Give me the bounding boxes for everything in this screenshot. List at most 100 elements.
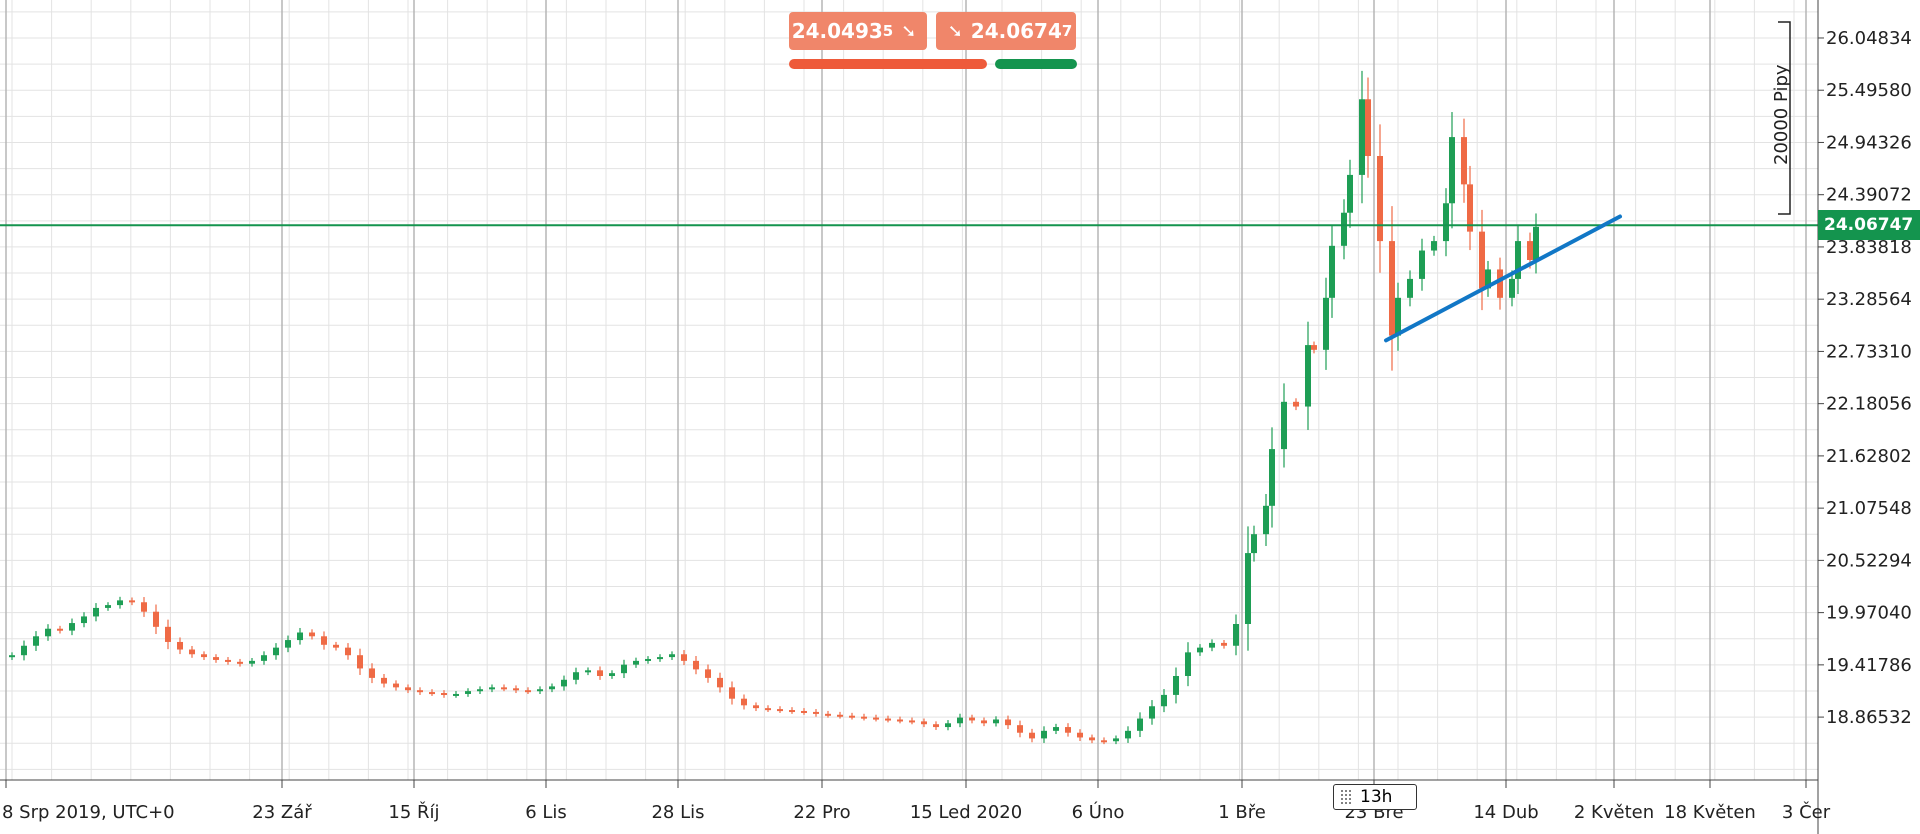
candle[interactable] [1005, 715, 1011, 730]
candle[interactable] [81, 612, 87, 628]
candle[interactable] [1263, 494, 1269, 546]
candle[interactable] [657, 654, 663, 662]
candle[interactable] [117, 596, 123, 609]
candle[interactable] [273, 643, 279, 660]
candle[interactable] [225, 657, 231, 665]
candle[interactable] [1461, 118, 1467, 203]
candle[interactable] [429, 689, 435, 696]
candle[interactable] [789, 707, 795, 714]
candle[interactable] [1113, 735, 1119, 745]
candle[interactable] [861, 713, 867, 721]
candle[interactable] [525, 687, 531, 695]
candle[interactable] [537, 686, 543, 695]
candle[interactable] [933, 721, 939, 730]
candle[interactable] [1509, 270, 1515, 307]
candle[interactable] [1449, 112, 1455, 229]
candle[interactable] [333, 641, 339, 651]
candle[interactable] [477, 686, 483, 695]
candle[interactable] [1041, 726, 1047, 743]
candle[interactable] [153, 604, 159, 635]
candle[interactable] [1017, 720, 1023, 738]
candle[interactable] [1359, 70, 1365, 204]
candle[interactable] [873, 714, 879, 722]
candle[interactable] [1077, 729, 1083, 741]
candle[interactable] [1485, 260, 1491, 297]
candle[interactable] [633, 657, 639, 668]
candle[interactable] [1431, 235, 1437, 256]
candle[interactable] [465, 688, 471, 697]
candle[interactable] [1389, 206, 1395, 371]
candle[interactable] [1323, 277, 1329, 370]
candle[interactable] [1419, 238, 1425, 291]
candle[interactable] [249, 657, 255, 667]
candle[interactable] [885, 715, 891, 723]
candle[interactable] [1443, 188, 1449, 257]
candle[interactable] [837, 711, 843, 719]
candle[interactable] [609, 670, 615, 679]
candle[interactable] [693, 656, 699, 675]
buy-quote-badge[interactable]: ➘ 24.0674 7 [936, 12, 1076, 50]
candle[interactable] [501, 684, 507, 692]
candle[interactable] [945, 720, 951, 731]
candle[interactable] [645, 656, 651, 664]
candle[interactable] [57, 625, 63, 634]
candle[interactable] [165, 619, 171, 650]
candle[interactable] [681, 650, 687, 666]
candle[interactable] [1251, 525, 1257, 562]
candle[interactable] [1365, 77, 1371, 178]
candle[interactable] [969, 714, 975, 724]
candle[interactable] [93, 603, 99, 622]
candle[interactable] [369, 663, 375, 684]
candle[interactable] [1197, 644, 1203, 656]
candle[interactable] [1533, 213, 1539, 274]
candle[interactable] [441, 690, 447, 698]
candle[interactable] [1185, 642, 1191, 687]
candle[interactable] [753, 702, 759, 712]
candle[interactable] [1221, 640, 1227, 649]
candle[interactable] [345, 643, 351, 660]
candle[interactable] [993, 716, 999, 727]
candle[interactable] [297, 627, 303, 645]
candle[interactable] [1233, 614, 1239, 656]
candle[interactable] [237, 658, 243, 667]
candle[interactable] [597, 666, 603, 680]
candle[interactable] [825, 710, 831, 718]
candle[interactable] [453, 691, 459, 698]
candle[interactable] [909, 717, 915, 725]
candle[interactable] [957, 713, 963, 728]
candle[interactable] [141, 597, 147, 617]
candle[interactable] [1467, 165, 1473, 251]
drag-handle-icon[interactable] [1340, 789, 1352, 805]
candle[interactable] [705, 664, 711, 683]
candle[interactable] [717, 672, 723, 693]
candle[interactable] [177, 637, 183, 655]
candle[interactable] [1053, 723, 1059, 735]
candle[interactable] [489, 684, 495, 693]
candle[interactable] [129, 597, 135, 606]
candle[interactable] [45, 624, 51, 641]
candle[interactable] [1125, 726, 1131, 743]
candle[interactable] [393, 680, 399, 691]
candle[interactable] [33, 631, 39, 651]
candle[interactable] [1209, 639, 1215, 652]
candle[interactable] [981, 717, 987, 727]
candle[interactable] [621, 659, 627, 679]
candle[interactable] [1407, 270, 1413, 307]
candle[interactable] [1341, 199, 1347, 260]
candle[interactable] [201, 651, 207, 660]
candle[interactable] [1305, 321, 1311, 430]
candle[interactable] [417, 687, 423, 695]
sell-quote-badge[interactable]: 24.0493 5 ➘ [789, 12, 927, 50]
candle[interactable] [573, 667, 579, 685]
candle[interactable] [1137, 712, 1143, 738]
candle[interactable] [1311, 341, 1317, 354]
candle[interactable] [729, 681, 735, 705]
candle[interactable] [357, 648, 363, 675]
candle[interactable] [1245, 526, 1251, 651]
candle[interactable] [321, 631, 327, 650]
candle[interactable] [741, 694, 747, 710]
candle[interactable] [261, 651, 267, 665]
candle[interactable] [1173, 667, 1179, 704]
candle[interactable] [813, 709, 819, 717]
candle[interactable] [669, 651, 675, 660]
